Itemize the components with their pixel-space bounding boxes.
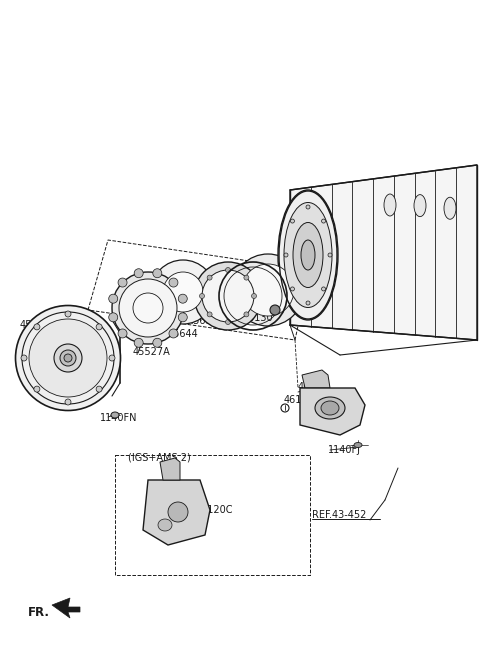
Ellipse shape — [178, 294, 187, 303]
Ellipse shape — [290, 287, 294, 291]
Text: 45644: 45644 — [168, 329, 199, 339]
Polygon shape — [160, 458, 180, 480]
Text: (IGS+AMS 2): (IGS+AMS 2) — [128, 453, 191, 463]
Ellipse shape — [290, 219, 294, 223]
Ellipse shape — [284, 202, 332, 307]
Text: 46100B: 46100B — [233, 277, 270, 287]
Ellipse shape — [226, 267, 230, 273]
Ellipse shape — [119, 279, 177, 337]
Ellipse shape — [328, 253, 332, 257]
Ellipse shape — [109, 313, 118, 322]
Text: 45527A: 45527A — [133, 347, 171, 357]
Ellipse shape — [21, 355, 27, 361]
Ellipse shape — [322, 219, 325, 223]
Ellipse shape — [109, 355, 115, 361]
Ellipse shape — [15, 306, 120, 411]
Ellipse shape — [244, 275, 249, 280]
Ellipse shape — [207, 275, 212, 280]
Polygon shape — [300, 388, 365, 435]
Ellipse shape — [200, 294, 204, 298]
Ellipse shape — [54, 344, 82, 372]
Ellipse shape — [169, 329, 178, 338]
Ellipse shape — [96, 386, 102, 392]
Ellipse shape — [306, 205, 310, 209]
Ellipse shape — [226, 319, 230, 325]
Ellipse shape — [118, 329, 127, 338]
Ellipse shape — [444, 197, 456, 219]
Ellipse shape — [384, 194, 396, 216]
Ellipse shape — [284, 253, 288, 257]
Ellipse shape — [315, 397, 345, 419]
Ellipse shape — [153, 269, 162, 278]
Ellipse shape — [96, 324, 102, 330]
Ellipse shape — [34, 386, 40, 392]
Ellipse shape — [207, 312, 212, 317]
Ellipse shape — [232, 254, 304, 326]
Ellipse shape — [306, 301, 310, 305]
Ellipse shape — [134, 338, 143, 348]
Text: 46110: 46110 — [298, 382, 329, 392]
Ellipse shape — [134, 269, 143, 278]
Ellipse shape — [111, 412, 119, 418]
Text: 46130: 46130 — [243, 313, 274, 323]
Ellipse shape — [64, 354, 72, 362]
Ellipse shape — [293, 223, 323, 288]
Ellipse shape — [178, 313, 187, 322]
Ellipse shape — [118, 278, 127, 287]
Text: 45611A: 45611A — [211, 300, 248, 310]
Ellipse shape — [169, 278, 178, 287]
Ellipse shape — [112, 272, 184, 344]
Ellipse shape — [65, 399, 71, 405]
Ellipse shape — [34, 324, 40, 330]
Text: 45100: 45100 — [20, 320, 51, 330]
Ellipse shape — [270, 305, 280, 315]
Ellipse shape — [29, 319, 107, 397]
Text: 1140FN: 1140FN — [100, 413, 137, 423]
Ellipse shape — [194, 262, 262, 330]
Ellipse shape — [202, 270, 254, 322]
Ellipse shape — [414, 194, 426, 217]
Ellipse shape — [168, 502, 188, 522]
Text: FR.: FR. — [28, 606, 50, 618]
Ellipse shape — [133, 293, 163, 323]
Ellipse shape — [242, 264, 294, 316]
Polygon shape — [302, 370, 330, 388]
Polygon shape — [52, 598, 80, 618]
Ellipse shape — [151, 260, 215, 324]
Ellipse shape — [354, 443, 362, 447]
Ellipse shape — [301, 240, 315, 270]
Ellipse shape — [153, 338, 162, 348]
Ellipse shape — [60, 350, 76, 366]
Polygon shape — [290, 165, 477, 340]
Text: 1140FJ: 1140FJ — [328, 445, 361, 455]
Polygon shape — [143, 480, 210, 545]
Ellipse shape — [65, 311, 71, 317]
Text: 46120C: 46120C — [196, 505, 233, 515]
Ellipse shape — [163, 272, 203, 312]
Ellipse shape — [109, 294, 118, 303]
Text: 45694B: 45694B — [188, 316, 226, 326]
Ellipse shape — [158, 519, 172, 531]
Text: REF.43-452: REF.43-452 — [312, 510, 366, 520]
Ellipse shape — [278, 190, 338, 320]
Ellipse shape — [252, 294, 256, 298]
Text: 46131C: 46131C — [284, 395, 322, 405]
Ellipse shape — [321, 401, 339, 415]
Ellipse shape — [244, 312, 249, 317]
Ellipse shape — [322, 287, 325, 291]
